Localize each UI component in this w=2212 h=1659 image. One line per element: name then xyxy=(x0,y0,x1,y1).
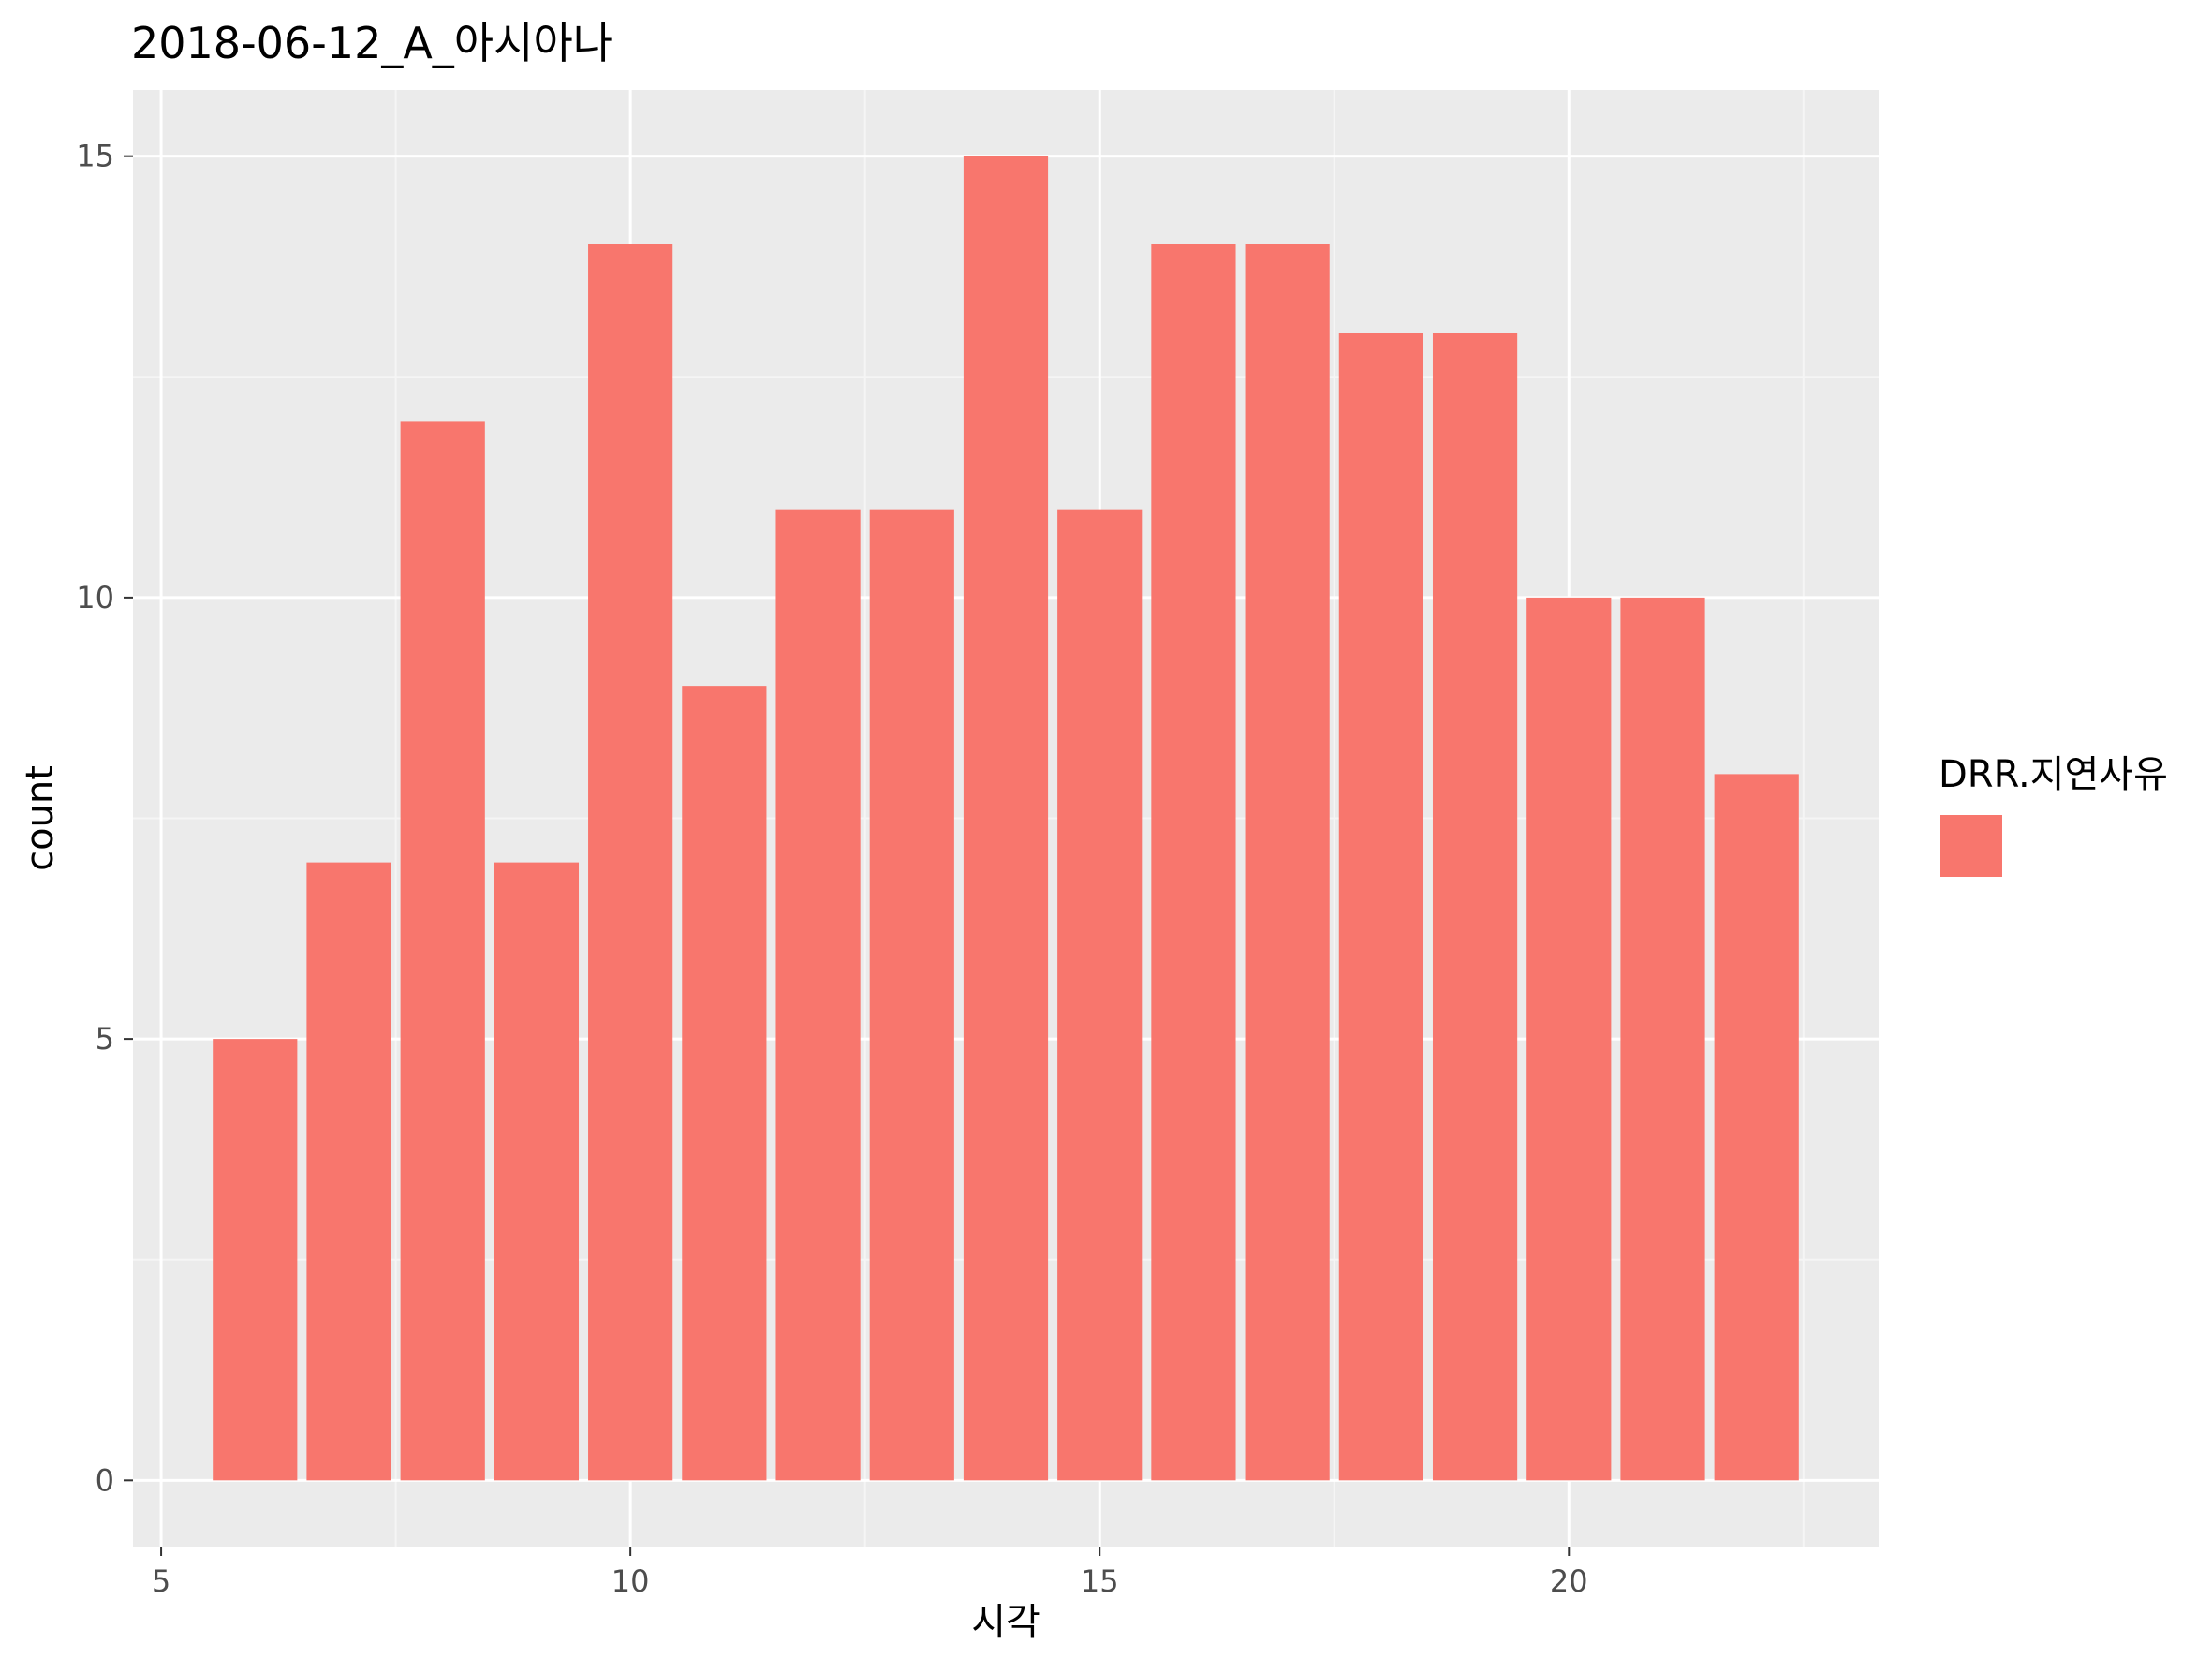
bar xyxy=(1245,244,1330,1481)
x-axis-title: 시각 xyxy=(971,1601,1040,1644)
x-axis: 5 10 15 20 xyxy=(152,1547,1588,1599)
bar xyxy=(306,862,391,1481)
x-tick-label: 10 xyxy=(612,1563,650,1599)
bar xyxy=(775,509,861,1481)
bar xyxy=(400,421,485,1481)
bars xyxy=(213,156,1799,1481)
legend: DRR.지연사유 xyxy=(1939,753,2168,877)
bar xyxy=(1338,333,1423,1481)
legend-key xyxy=(1940,815,2002,877)
bar xyxy=(1526,597,1612,1481)
bar xyxy=(1151,244,1236,1481)
legend-title: DRR.지연사유 xyxy=(1939,753,2168,796)
bar xyxy=(1620,597,1705,1481)
bar xyxy=(1432,333,1518,1481)
chart-title: 2018-06-12_A_아시아나 xyxy=(131,18,612,68)
y-axis-title: count xyxy=(19,765,62,871)
bar xyxy=(1057,509,1143,1481)
y-tick-label: 10 xyxy=(76,580,114,615)
bar xyxy=(682,686,767,1481)
y-tick-label: 0 xyxy=(96,1462,114,1498)
x-tick-label: 15 xyxy=(1081,1563,1119,1599)
bar xyxy=(588,244,673,1481)
y-axis: 0 5 10 15 xyxy=(76,139,133,1498)
bar xyxy=(1714,774,1799,1481)
bar xyxy=(494,862,580,1481)
y-tick-label: 5 xyxy=(96,1021,114,1057)
bar xyxy=(213,1039,298,1481)
y-tick-label: 15 xyxy=(76,139,114,174)
x-tick-label: 20 xyxy=(1550,1563,1588,1599)
bar xyxy=(963,156,1049,1481)
bar xyxy=(869,509,954,1481)
x-tick-label: 5 xyxy=(152,1563,170,1599)
